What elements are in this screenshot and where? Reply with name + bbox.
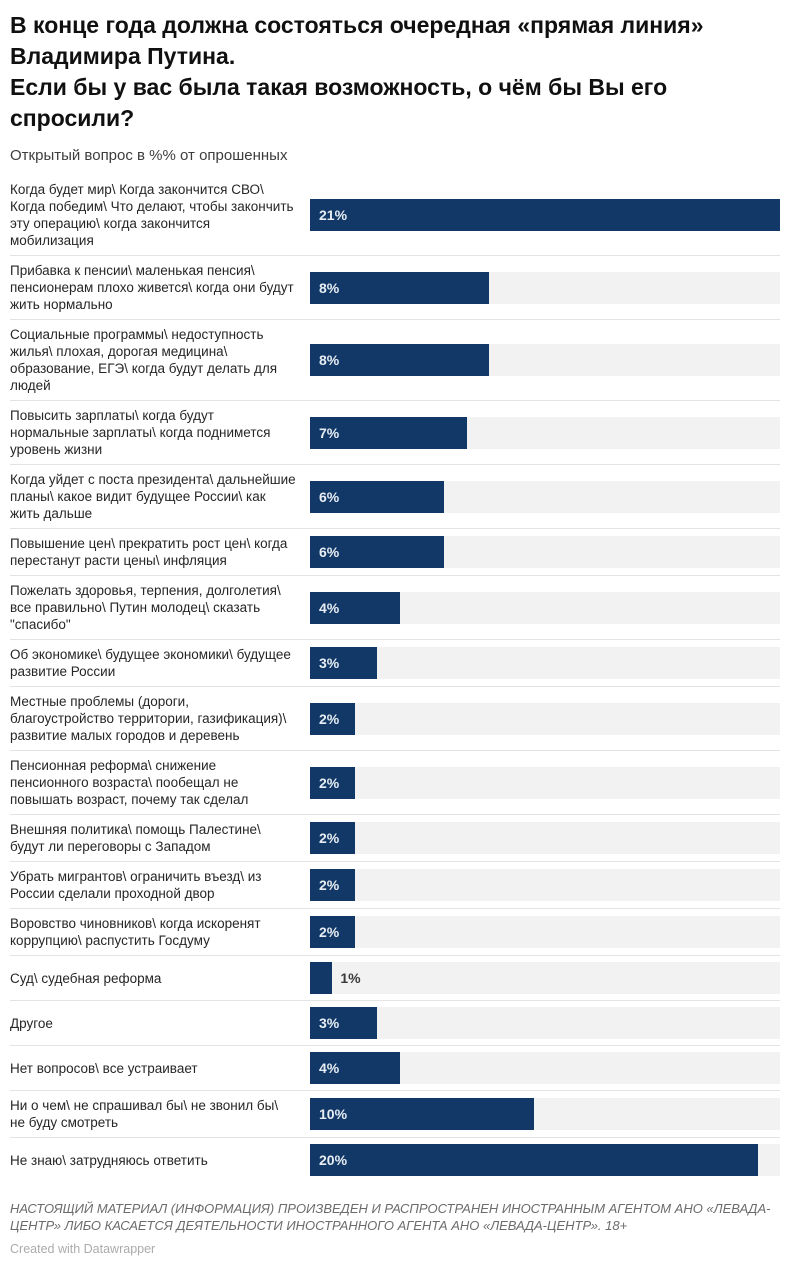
bar-track: 6% <box>310 536 780 568</box>
bar-value-label: 2% <box>319 924 340 940</box>
chart-row: Прибавка к пенсии\ маленькая пенсия\ пен… <box>10 256 780 320</box>
bar-value-label: 1% <box>340 970 361 986</box>
chart-row: Суд\ судебная реформа 1% <box>10 956 780 1001</box>
bar-track: 2% <box>310 766 780 799</box>
bar: 2% <box>310 702 355 735</box>
bar-value-label: 2% <box>319 877 340 893</box>
category-label: Пожелать здоровья, терпения, долголетия\… <box>10 583 281 632</box>
bar-track: 1% <box>310 962 780 994</box>
bar: 4% <box>310 1052 400 1084</box>
chart-row: Об экономике\ будущее экономики\ будущее… <box>10 640 780 687</box>
bar-track: 8% <box>310 271 780 304</box>
bar-value-label: 21% <box>319 207 348 223</box>
bar: 3% <box>310 1007 378 1039</box>
bar: 2% <box>310 766 355 799</box>
bar-track: 4% <box>310 591 780 624</box>
bar-track: 8% <box>310 344 780 376</box>
category-label: Повысить зарплаты\ когда будут нормальны… <box>10 408 271 457</box>
bar-track: 10% <box>310 1098 780 1130</box>
bar-value-label: 8% <box>319 279 340 296</box>
bar <box>310 962 333 994</box>
bar-value-label: 7% <box>319 424 340 441</box>
category-label: Другое <box>10 1015 53 1031</box>
category-label: Воровство чиновников\ когда искоренят ко… <box>10 916 261 948</box>
chart-row: Пенсионная реформа\ снижение пенсионного… <box>10 751 780 815</box>
bar-value-label: 2% <box>319 830 340 846</box>
chart-row: Нет вопросов\ все устраивает 4% <box>10 1046 780 1091</box>
bar: 3% <box>310 647 378 679</box>
bar-value-label: 3% <box>319 655 340 671</box>
bar-track: 6% <box>310 480 780 513</box>
bar-value-label: 4% <box>319 599 340 616</box>
bar-track: 7% <box>310 416 780 449</box>
bar: 6% <box>310 536 445 568</box>
chart-row: Когда будет мир\ Когда закончится СВО\ К… <box>10 175 780 256</box>
bar: 7% <box>310 416 467 449</box>
bar-track: 2% <box>310 869 780 901</box>
chart-row: Повысить зарплаты\ когда будут нормальны… <box>10 401 780 465</box>
bar-value-label: 6% <box>319 544 340 560</box>
bar-track: 3% <box>310 1007 780 1039</box>
category-label: Суд\ судебная реформа <box>10 970 162 986</box>
bar: 6% <box>310 480 445 513</box>
bar-value-label: 8% <box>319 352 340 368</box>
chart-row: Социальные программы\ недоступность жиль… <box>10 320 780 401</box>
datawrapper-attribution: Created with Datawrapper <box>10 1242 156 1256</box>
bar-track: 4% <box>310 1052 780 1084</box>
bar: 21% <box>310 199 780 231</box>
foreign-agent-disclaimer: НАСТОЯЩИЙ МАТЕРИАЛ (ИНФОРМАЦИЯ) ПРОИЗВЕД… <box>10 1201 771 1233</box>
category-label: Убрать мигрантов\ ограничить въезд\ из Р… <box>10 869 262 901</box>
category-label: Повышение цен\ прекратить рост цен\ когд… <box>10 536 288 568</box>
bar-track: 2% <box>310 702 780 735</box>
bar: 8% <box>310 344 490 376</box>
bar-track: 2% <box>310 822 780 854</box>
bar: 2% <box>310 869 355 901</box>
bar-track: 2% <box>310 916 780 948</box>
chart-title: В конце года должна состояться очередная… <box>10 12 704 131</box>
category-label: Ни о чем\ не спрашивал бы\ не звонил бы\… <box>10 1098 279 1130</box>
chart-row: Убрать мигрантов\ ограничить въезд\ из Р… <box>10 862 780 909</box>
category-label: Нет вопросов\ все устраивает <box>10 1060 198 1076</box>
bar: 8% <box>310 271 490 304</box>
bar: 10% <box>310 1098 534 1130</box>
category-label: Когда будет мир\ Когда закончится СВО\ К… <box>10 182 294 248</box>
bar-value-label: 2% <box>319 774 340 791</box>
chart-row: Ни о чем\ не спрашивал бы\ не звонил бы\… <box>10 1091 780 1138</box>
chart-row: Воровство чиновников\ когда искоренят ко… <box>10 909 780 956</box>
bar-track: 21% <box>310 199 780 231</box>
chart-row: Другое 3% <box>10 1001 780 1046</box>
bar-value-label: 4% <box>319 1060 340 1076</box>
bar: 20% <box>310 1144 758 1176</box>
category-label: Об экономике\ будущее экономики\ будущее… <box>10 647 291 679</box>
bar-value-label: 20% <box>319 1152 348 1168</box>
category-label: Внешняя политика\ помощь Палестине\ буду… <box>10 822 261 854</box>
bar-value-label: 10% <box>319 1106 348 1122</box>
category-label: Местные проблемы (дороги, благоустройств… <box>10 694 287 743</box>
bar-track: 20% <box>310 1144 780 1176</box>
category-label: Социальные программы\ недоступность жиль… <box>10 327 278 393</box>
bar-value-label: 3% <box>319 1015 340 1031</box>
bar-value-label: 6% <box>319 488 340 505</box>
bar-chart: Когда будет мир\ Когда закончится СВО\ К… <box>10 175 780 1182</box>
bar-track: 3% <box>310 647 780 679</box>
chart-subtitle: Открытый вопрос в %% от опрошенных <box>10 147 288 164</box>
chart-row: Повышение цен\ прекратить рост цен\ когд… <box>10 529 780 576</box>
bar: 2% <box>310 822 355 854</box>
chart-row: Пожелать здоровья, терпения, долголетия\… <box>10 576 780 640</box>
category-label: Не знаю\ затрудняюсь ответить <box>10 1152 208 1168</box>
chart-row: Местные проблемы (дороги, благоустройств… <box>10 687 780 751</box>
chart-row: Не знаю\ затрудняюсь ответить 20% <box>10 1138 780 1182</box>
chart-row: Внешняя политика\ помощь Палестине\ буду… <box>10 815 780 862</box>
bar-value-label: 2% <box>319 710 340 727</box>
chart-row: Когда уйдет с поста президента\ дальнейш… <box>10 465 780 529</box>
category-label: Когда уйдет с поста президента\ дальнейш… <box>10 472 296 521</box>
category-label: Пенсионная реформа\ снижение пенсионного… <box>10 758 249 807</box>
category-label: Прибавка к пенсии\ маленькая пенсия\ пен… <box>10 263 294 312</box>
bar: 4% <box>310 591 400 624</box>
bar: 2% <box>310 916 355 948</box>
